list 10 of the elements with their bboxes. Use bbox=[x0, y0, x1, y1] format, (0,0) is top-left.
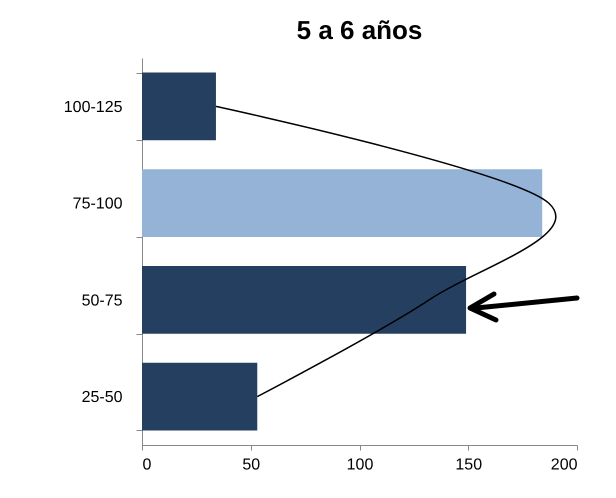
y-tick-label: 50-75 bbox=[82, 292, 123, 310]
x-tick-label: 0 bbox=[142, 456, 152, 474]
x-tick-label: 150 bbox=[455, 456, 482, 474]
y-tick-label: 100-125 bbox=[64, 98, 123, 116]
y-tick-label: 25-50 bbox=[82, 389, 123, 406]
chart-title: 5 a 6 años bbox=[296, 15, 422, 45]
y-tick-label: 75-100 bbox=[72, 196, 123, 213]
x-tick-label: 100 bbox=[346, 456, 374, 474]
x-tick-label: 50 bbox=[242, 456, 260, 474]
x-tick-label: 200 bbox=[550, 456, 578, 474]
